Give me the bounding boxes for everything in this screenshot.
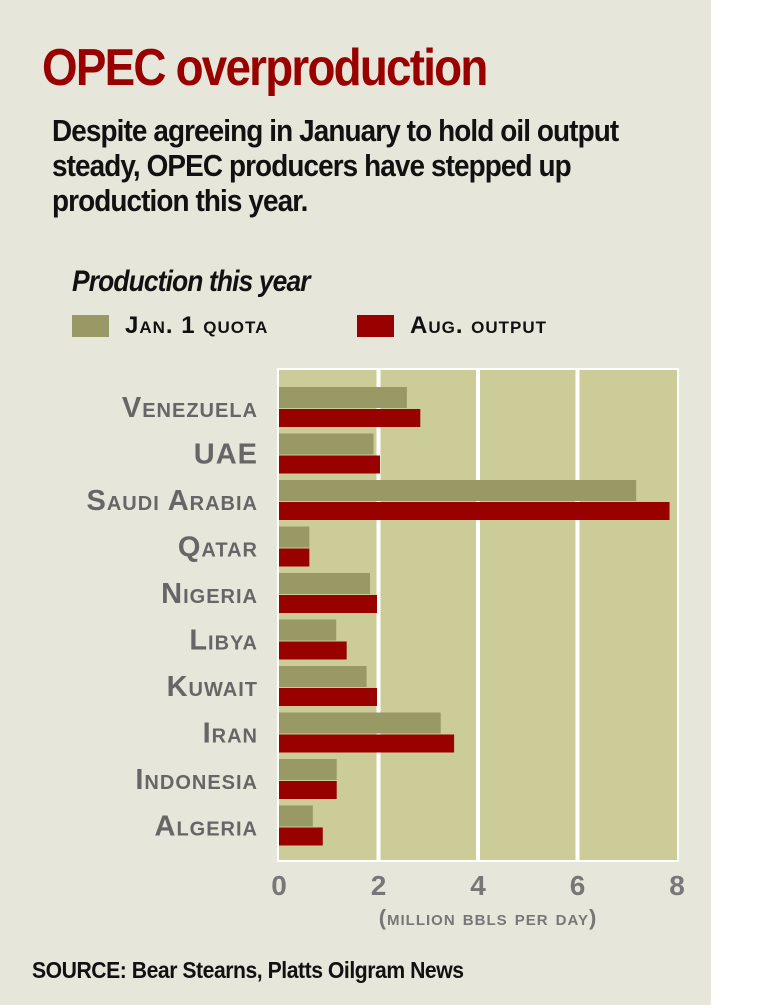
chart-headline: OPEC overproduction: [42, 39, 488, 97]
legend-item-quota: Jan. 1 quota: [72, 312, 268, 340]
bar-quota: [279, 805, 313, 827]
x-tick-label: 0: [271, 870, 287, 901]
category-label: Qatar: [178, 532, 258, 564]
category-label: Kuwait: [167, 671, 258, 703]
x-tick-label: 4: [470, 870, 486, 901]
bar-output: [279, 502, 670, 520]
legend-label-output: Aug. output: [410, 312, 548, 339]
category-label: Saudi Arabia: [87, 485, 258, 517]
legend-swatch-output: [357, 315, 394, 337]
legend-label-quota: Jan. 1 quota: [125, 312, 269, 339]
x-tick-label: 8: [669, 870, 685, 901]
legend-item-output: Aug. output: [357, 312, 547, 340]
x-tick-label: 2: [371, 870, 387, 901]
bar-output: [279, 409, 421, 427]
chart-subtitle: Despite agreeing in January to hold oil …: [52, 113, 619, 218]
category-label: Libya: [189, 625, 258, 657]
bar-output: [279, 781, 337, 799]
category-label: Iran: [203, 718, 258, 750]
bar-output: [279, 827, 323, 846]
bar-quota: [279, 666, 367, 687]
category-label: Indonesia: [135, 764, 258, 796]
bar-quota: [279, 619, 337, 641]
x-tick-label: 6: [570, 870, 586, 901]
bar-quota: [279, 712, 441, 734]
source-note: SOURCE: Bear Stearns, Platts Oilgram New…: [32, 957, 464, 983]
bar-output: [279, 688, 378, 706]
bar-quota: [279, 526, 310, 548]
category-label: Nigeria: [161, 578, 258, 610]
bar-quota: [279, 573, 371, 594]
category-label: Algeria: [155, 811, 259, 843]
bar-quota: [279, 433, 374, 455]
bar-output: [279, 548, 310, 567]
bar-quota: [279, 759, 337, 780]
bar-output: [279, 455, 380, 474]
x-axis-label: (million bbls per day): [379, 905, 598, 930]
bar-output: [279, 734, 455, 753]
bar-output: [279, 595, 378, 613]
bar-quota: [279, 480, 637, 501]
chart-title: Production this year: [72, 265, 311, 298]
category-label: Venezuela: [122, 392, 258, 424]
category-label: UAE: [194, 439, 258, 471]
bar-quota: [279, 387, 407, 408]
bar-output: [279, 641, 347, 660]
legend-swatch-quota: [72, 315, 109, 337]
